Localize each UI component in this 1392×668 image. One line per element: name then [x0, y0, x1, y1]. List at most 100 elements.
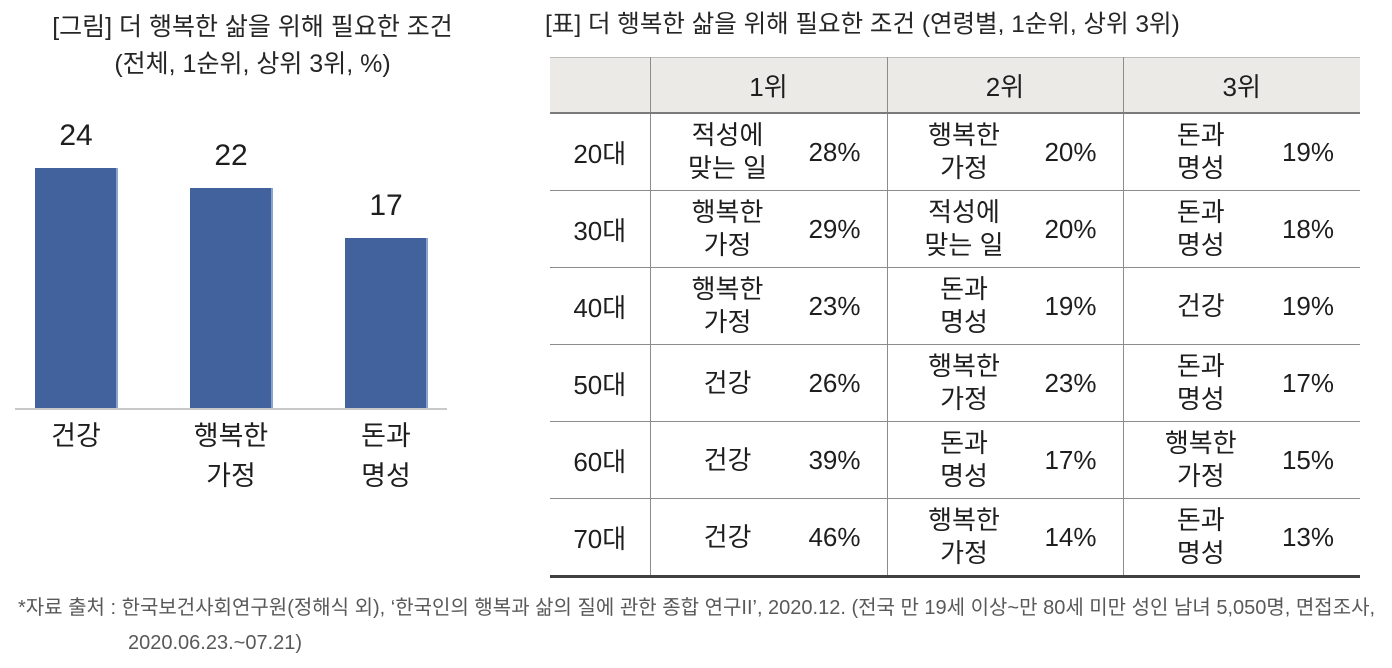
- age-cell: 30대: [573, 215, 627, 246]
- percent-value: 26%: [808, 367, 861, 398]
- rank-cell: 행복한 가정 20%: [886, 113, 1123, 191]
- percent-value: 17%: [1044, 444, 1097, 475]
- source-note: *자료 출처 : 한국보건사회연구원(정해식 외), ‘한국인의 행복과 삶의 …: [18, 591, 1388, 661]
- bar-category-labels: 건강 행복한 가정 돈과 명성: [15, 416, 447, 496]
- percent-value: 19%: [1281, 290, 1334, 321]
- rank-cell-content: 건강 46%: [651, 499, 887, 575]
- rank-cell-content: 적성에 맞는 일 20%: [888, 191, 1123, 267]
- condition-text: 행복한 가정: [691, 197, 764, 260]
- percent-value: 39%: [808, 444, 861, 475]
- rank-cell: 건강 26%: [649, 344, 887, 422]
- age-cell: 60대: [573, 446, 627, 477]
- percent-value: 46%: [808, 521, 861, 552]
- rank-cell-content: 돈과 명성 17%: [888, 422, 1123, 498]
- rank-cell-content: 돈과 명성 18%: [1124, 191, 1361, 267]
- column-header: 2위: [886, 57, 1123, 114]
- condition-text: 돈과 명성: [940, 274, 988, 337]
- table-header-row: 1위 2위 3위: [550, 57, 1360, 114]
- rank-cell: 돈과 명성 17%: [1122, 344, 1361, 422]
- rank-cell-content: 건강 26%: [651, 345, 887, 421]
- bar-value-label: 22: [214, 139, 248, 172]
- rank-cell: 돈과 명성 13%: [1122, 498, 1361, 577]
- chart-title: [그림] 더 행복한 삶을 위해 필요한 조건 (전체, 1순위, 상위 3위,…: [0, 9, 505, 83]
- source-note-line1: *자료 출처 : 한국보건사회연구원(정해식 외), ‘한국인의 행복과 삶의 …: [18, 597, 1376, 619]
- condition-text: 건강: [703, 367, 752, 398]
- rank-cell-content: 행복한 가정 15%: [1124, 422, 1361, 498]
- rank-cell: 건강 19%: [1122, 267, 1361, 345]
- percent-value: 14%: [1044, 521, 1097, 552]
- rank-cell: 적성에 맞는 일 20%: [886, 190, 1123, 268]
- table-title: [표] 더 행복한 삶을 위해 필요한 조건 (연령별, 1순위, 상위 3위): [545, 11, 1180, 38]
- bar: [189, 188, 273, 408]
- condition-text: 적성에 맞는 일: [688, 120, 767, 183]
- corner-cell: [550, 57, 650, 114]
- bar-value-label: 17: [369, 189, 403, 222]
- age-cell: 70대: [573, 523, 627, 554]
- condition-text: 적성에 맞는 일: [924, 197, 1004, 260]
- bar-category-label: 건강: [51, 421, 101, 451]
- rank-cell-content: 돈과 명성 19%: [888, 268, 1123, 344]
- rank-cell-content: 건강 19%: [1124, 268, 1361, 344]
- bar: [344, 238, 428, 408]
- rank-cell-content: 행복한 가정 23%: [651, 268, 887, 344]
- bar-category-label: 돈과 명성: [361, 421, 411, 491]
- table-row: 50대 건강 26% 행복한 가정 23% 돈과 명성 17%: [550, 344, 1361, 422]
- rank-cell: 행복한 가정 23%: [886, 344, 1123, 422]
- percent-value: 19%: [1044, 290, 1097, 321]
- chart-title-line2: (전체, 1순위, 상위 3위, %): [114, 50, 391, 78]
- rank-cell-content: 돈과 명성 19%: [1124, 114, 1361, 190]
- age-table: 1위 2위 3위 20대 적성에 맞는 일 28% 행복한 가정 20% 돈과 명성 19% 30대…: [550, 57, 1360, 578]
- percent-value: 15%: [1281, 444, 1334, 475]
- rank-cell-content: 돈과 명성 17%: [1124, 345, 1361, 421]
- percent-value: 28%: [808, 136, 861, 167]
- condition-text: 건강: [703, 444, 752, 475]
- rank-cell-content: 행복한 가정 14%: [888, 499, 1123, 575]
- percent-value: 19%: [1281, 136, 1334, 167]
- rank-cell-content: 돈과 명성 13%: [1124, 499, 1361, 575]
- table-row: 20대 적성에 맞는 일 28% 행복한 가정 20% 돈과 명성 19%: [550, 113, 1360, 191]
- table-row: 40대 행복한 가정 23% 돈과 명성 19% 건강 19%: [550, 267, 1361, 345]
- condition-text: 돈과 명성: [1176, 351, 1225, 414]
- bar-column: 24: [34, 110, 118, 408]
- condition-text: 건강: [703, 521, 752, 552]
- bar: [34, 168, 118, 408]
- percent-value: 20%: [1044, 213, 1097, 244]
- rank-cell-content: 행복한 가정 20%: [888, 114, 1123, 190]
- rank-cell: 건강 46%: [649, 498, 887, 577]
- percent-value: 20%: [1044, 136, 1097, 167]
- condition-text: 돈과 명성: [940, 428, 988, 491]
- age-cell: 50대: [573, 369, 627, 400]
- condition-text: 돈과 명성: [1176, 120, 1225, 183]
- bar-value-label: 24: [59, 119, 93, 152]
- age-cell: 20대: [573, 138, 627, 169]
- column-header: 1위: [649, 57, 887, 114]
- rank-cell-content: 행복한 가정 23%: [888, 345, 1123, 421]
- percent-value: 18%: [1281, 213, 1334, 244]
- condition-text: 돈과 명성: [1176, 197, 1225, 260]
- rank-cell: 행복한 가정 23%: [649, 267, 887, 345]
- rank-cell: 돈과 명성 18%: [1122, 190, 1361, 268]
- percent-value: 23%: [1044, 367, 1097, 398]
- table-row: 30대 행복한 가정 29% 적성에 맞는 일 20% 돈과 명성 18%: [550, 190, 1361, 268]
- bar-category-label: 행복한 가정: [193, 421, 269, 491]
- condition-text: 행복한 가정: [928, 120, 1000, 183]
- bar-chart: 24 22 17: [15, 110, 447, 408]
- percent-value: 29%: [808, 213, 861, 244]
- percent-value: 13%: [1281, 521, 1334, 552]
- rank-cell: 돈과 명성 19%: [886, 267, 1123, 345]
- condition-text: 행복한 가정: [1164, 428, 1237, 491]
- table-row: 70대 건강 46% 행복한 가정 14% 돈과 명성 13%: [550, 498, 1361, 577]
- table-row: 60대 건강 39% 돈과 명성 17% 행복한 가정 15%: [550, 421, 1361, 499]
- condition-text: 건강: [1176, 290, 1225, 321]
- rank-cell: 행복한 가정 14%: [886, 498, 1123, 577]
- age-cell: 40대: [573, 292, 627, 323]
- rank-cell: 돈과 명성 19%: [1122, 113, 1361, 191]
- x-axis-line: [15, 408, 447, 410]
- rank-cell-content: 행복한 가정 29%: [651, 191, 887, 267]
- rank-cell: 행복한 가정 29%: [649, 190, 887, 268]
- table-section: 1위 2위 3위 20대 적성에 맞는 일 28% 행복한 가정 20% 돈과 명성 19% 30대…: [550, 57, 1360, 578]
- rank-cell: 돈과 명성 17%: [886, 421, 1123, 499]
- condition-text: 돈과 명성: [1176, 505, 1225, 568]
- bar-column: 22: [189, 110, 273, 408]
